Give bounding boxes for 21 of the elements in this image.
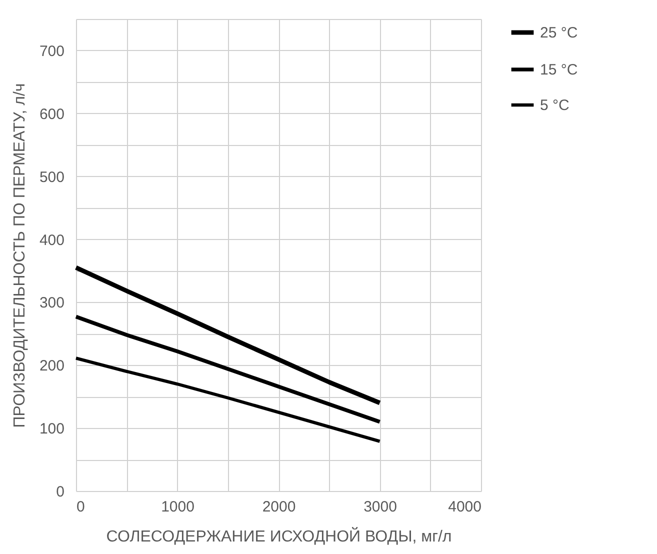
y-axis-title: ПРОИЗВОДИТЕЛЬНОСТЬ ПО ПЕРМЕАТУ, л/ч xyxy=(11,83,28,428)
y-tick-label: 600 xyxy=(39,106,64,123)
y-tick-label: 300 xyxy=(39,294,64,312)
x-tick-label: 3000 xyxy=(364,498,397,516)
y-tick-label: 500 xyxy=(39,168,64,186)
y-tick-label: 700 xyxy=(39,42,64,60)
line-series xyxy=(74,265,382,406)
y-tick-label: 0 xyxy=(56,484,64,500)
legend-label: 5 °C xyxy=(540,97,570,114)
x-tick-label: 4000 xyxy=(448,498,482,516)
y-tick-label: 200 xyxy=(39,358,64,375)
y-tick-label: 100 xyxy=(39,420,64,438)
legend-label: 15 °C xyxy=(540,62,578,78)
y-tick-label: 400 xyxy=(39,232,64,249)
line-series xyxy=(74,314,382,424)
line-series xyxy=(74,356,382,443)
legend-label: 25 °C xyxy=(540,24,578,42)
x-tick-label: 1000 xyxy=(161,498,194,516)
x-tick-label: 2000 xyxy=(262,498,296,516)
x-tick-label: 0 xyxy=(76,498,85,516)
x-axis-title: СОЛЕСОДЕРЖАНИЕ ИСХОДНОЙ ВОДЫ, мг/л xyxy=(106,526,452,546)
